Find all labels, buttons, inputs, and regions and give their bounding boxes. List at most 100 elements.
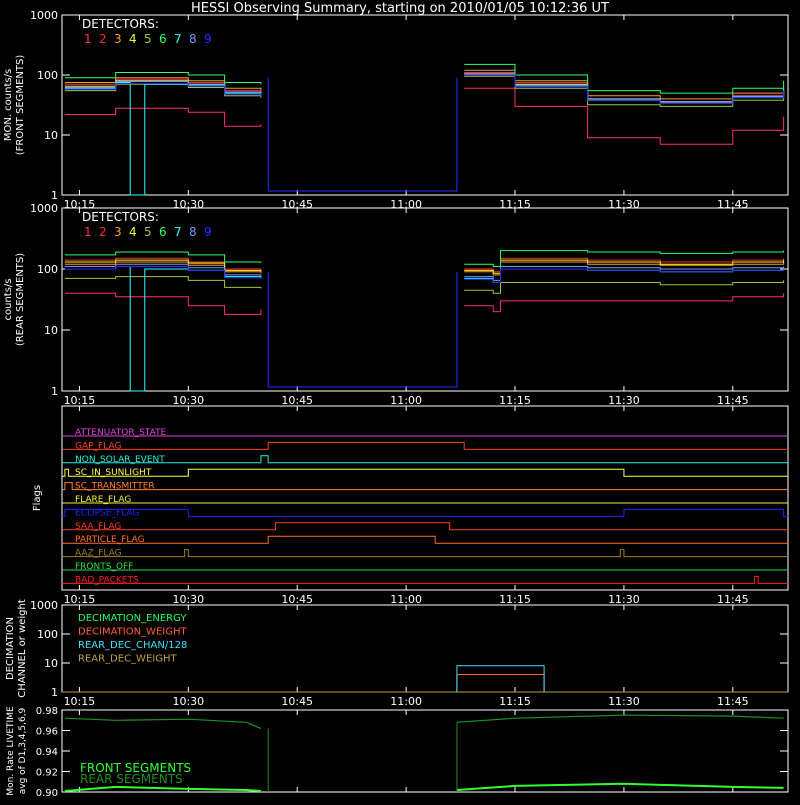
series-line-det-4-post <box>464 259 785 274</box>
x-tick-label: 11:30 <box>608 593 640 606</box>
x-tick-label: 11:00 <box>390 695 422 708</box>
x-tick-label: 11:15 <box>499 593 531 606</box>
data-gap-line <box>267 77 458 192</box>
series-line-det-1-post <box>464 87 785 145</box>
x-tick-label: 11:00 <box>390 593 422 606</box>
legend-detector-3: 3 <box>114 225 122 239</box>
livetime-legend-front: FRONT SEGMENTS <box>80 761 191 775</box>
panel-frame-rear <box>61 207 789 392</box>
x-tick-label: 10:30 <box>172 695 204 708</box>
flag-label-aaz_flag: AAZ_FLAG <box>75 549 122 559</box>
legend-detector-3: 3 <box>114 32 122 46</box>
panel-frame-front <box>61 14 789 196</box>
series-line-det-6-pre <box>64 72 262 85</box>
flag-label-particle_flag: PARTICLE_FLAG <box>75 535 145 545</box>
legend-detector-2: 2 <box>99 225 107 239</box>
decimation-legend-1: DECIMATION_ENERGY <box>78 613 187 624</box>
flag-line-sc_in_sunlight <box>62 468 788 477</box>
legend-detector-7: 7 <box>174 225 182 239</box>
panels-group: 10:15 10:30 10:45 11:00 11:15 11:30 11:45 1000 1… <box>3 9 789 799</box>
series-line-det-6-pre <box>64 251 262 264</box>
series-line-det-1-post <box>464 293 785 313</box>
series-line-det-5-pre <box>64 276 262 289</box>
livetime-line-rear-pre <box>64 717 262 730</box>
x-tick-label: 11:00 <box>390 394 422 407</box>
legend-detector-9: 9 <box>204 32 212 46</box>
legend-detector-5: 5 <box>144 225 152 239</box>
y-tick-label: 1000 <box>30 9 58 22</box>
flag-label-non_solar_event: NON_SOLAR_EVENT <box>75 455 165 465</box>
y-tick-label: 1 <box>51 686 58 699</box>
legend-detector-8: 8 <box>189 32 197 46</box>
legend-detector-4: 4 <box>129 32 137 46</box>
legend-detector-2: 2 <box>99 32 107 46</box>
y-tick-label: 0.96 <box>36 727 58 738</box>
y-axis-label-2: CHANNEL or weight <box>17 599 28 698</box>
legend-detector-7: 7 <box>174 32 182 46</box>
series-line-det-1-pre <box>64 292 262 315</box>
y-tick-label: 100 <box>37 628 58 641</box>
y-tick-label: 10 <box>44 324 58 337</box>
x-tick-label: 11:45 <box>717 593 749 606</box>
flag-line-aaz_flag <box>62 549 788 558</box>
y-tick-label: 0.90 <box>36 788 58 799</box>
y-tick-label: 100 <box>37 263 58 276</box>
livetime-legend-rear: REAR SEGMENTS <box>80 772 183 786</box>
y-tick-label: 1000 <box>30 599 58 612</box>
panel-frame-flags <box>61 405 789 591</box>
flag-label-sc_transmitter: SC_TRANSMITTER <box>75 482 155 492</box>
x-tick-label: 11:15 <box>499 394 531 407</box>
x-tick-label: 11:15 <box>499 695 531 708</box>
flag-label-attenuator_state: ATTENUATOR_STATE <box>75 428 167 438</box>
legend-detector-4: 4 <box>129 225 137 239</box>
y-axis-label: DECIMATION <box>5 617 16 680</box>
y-axis-label-2: (REAR SEGMENTS) <box>15 253 26 346</box>
flag-line-saa_flag <box>62 522 788 531</box>
legend-detector-6: 6 <box>159 225 167 239</box>
flag-label-sc_in_sunlight: SC_IN_SUNLIGHT <box>75 468 152 478</box>
flag-line-sc_transmitter <box>62 482 788 491</box>
flag-label-saa_flag: SAA_FLAG <box>75 522 121 532</box>
flag-line-non_solar_event <box>62 455 788 464</box>
y-tick-label: 100 <box>37 69 58 82</box>
legend-detector-1: 1 <box>84 32 92 46</box>
legend-detector-5: 5 <box>144 32 152 46</box>
x-tick-label: 10:15 <box>64 695 96 708</box>
legend-detector-9: 9 <box>204 225 212 239</box>
decimation-legend-3: REAR_DEC_CHAN/128 <box>78 640 187 651</box>
livetime-line-front-post <box>456 782 784 791</box>
x-tick-label: 10:45 <box>281 593 313 606</box>
y-axis-label-2: (FRONT SEGMENTS) <box>15 55 26 156</box>
x-tick-label: 10:45 <box>281 695 313 708</box>
flag-label-eclipse_flag: ECLIPSE_FLAG <box>75 508 139 518</box>
y-tick-label: 10 <box>44 657 58 670</box>
series-line-det-9-pre <box>64 266 262 280</box>
y-tick-label: 10 <box>44 129 58 142</box>
y-tick-label: 0.98 <box>36 706 58 717</box>
y-tick-label: 1 <box>51 189 58 202</box>
livetime-line-front-pre <box>64 785 261 792</box>
x-tick-label: 10:15 <box>64 593 96 606</box>
series-line-det-5-post <box>464 280 785 294</box>
legend-title: DETECTORS: <box>82 210 159 224</box>
series-line-det-6-post <box>464 63 785 94</box>
flag-label-bad_packets: BAD_PACKETS <box>75 575 139 585</box>
flag-label-gap_flag: GAP_FLAG <box>75 441 121 451</box>
livetime-line-rear-post <box>456 714 784 723</box>
series-line-det-9-pre <box>64 83 262 96</box>
x-tick-label: 11:45 <box>717 695 749 708</box>
legend-detector-6: 6 <box>159 32 167 46</box>
series-line-det-1-pre <box>64 107 262 127</box>
series-line-det-9-post <box>464 74 785 104</box>
flag-line-particle_flag <box>62 535 788 544</box>
legend-title: DETECTORS: <box>82 17 159 31</box>
x-tick-label: 11:45 <box>717 394 749 407</box>
y-axis-label: counts/s <box>3 278 14 320</box>
figure-title: HESSI Observing Summary, starting on 201… <box>191 1 609 16</box>
legend-detector-1: 1 <box>84 225 92 239</box>
x-tick-label: 10:30 <box>172 394 204 407</box>
series-line-det-9-post <box>464 268 785 283</box>
